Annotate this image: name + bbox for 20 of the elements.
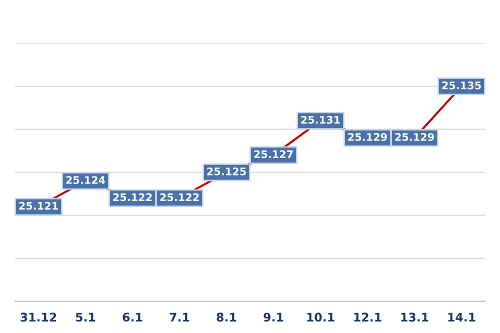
- data-label: 25.135: [442, 81, 481, 90]
- x-tick-label: 7.1: [170, 312, 190, 322]
- x-tick-label: 13.1: [401, 312, 428, 322]
- x-tick-label: 31.12: [20, 312, 56, 322]
- data-label: 25.122: [113, 193, 152, 202]
- x-tick-label: 9.1: [264, 312, 284, 322]
- data-label: 25.122: [160, 193, 199, 202]
- data-label: 25.127: [254, 150, 293, 158]
- data-label: 25.131: [301, 116, 340, 124]
- x-tick-label: 5.1: [76, 312, 96, 322]
- x-tick-label: 14.1: [448, 312, 476, 322]
- x-tick-label: 8.1: [216, 312, 236, 322]
- data-label: 25.129: [395, 133, 434, 141]
- data-label: 25.129: [348, 133, 387, 141]
- data-label: 25.121: [19, 202, 58, 210]
- data-label: 25.125: [207, 167, 246, 176]
- x-tick-label: 6.1: [122, 312, 142, 322]
- x-tick-label: 10.1: [307, 312, 334, 322]
- x-tick-label: 12.1: [354, 312, 382, 322]
- data-label: 25.124: [66, 176, 106, 184]
